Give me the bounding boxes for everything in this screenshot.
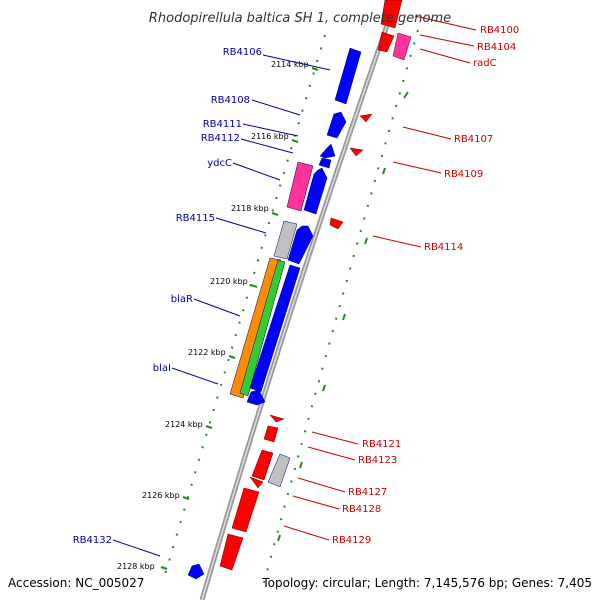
tick-label-2120: 2120 kbp xyxy=(210,277,248,286)
reverse-strand-features xyxy=(219,0,412,571)
forward-leader-lines xyxy=(112,54,331,557)
label-rb4129[interactable]: RB4129 xyxy=(332,535,371,546)
tick-ring-outer xyxy=(261,29,419,591)
label-rb4123[interactable]: RB4123 xyxy=(358,455,397,466)
label-radc[interactable]: radC xyxy=(473,58,497,69)
accession-text: Accession: NC_005027 xyxy=(8,576,144,590)
label-rb4128[interactable]: RB4128 xyxy=(342,504,381,515)
map-title: Rhodopirellula baltica SH 1, complete ge… xyxy=(149,11,451,26)
tick-marks xyxy=(160,67,319,570)
tick-label-2124: 2124 kbp xyxy=(165,420,203,429)
gene-rb4104[interactable] xyxy=(377,31,395,53)
gene-ydcc[interactable] xyxy=(286,161,314,212)
tick-label-2122: 2122 kbp xyxy=(188,348,226,357)
gene-radc[interactable] xyxy=(392,32,412,61)
gene-rb4107[interactable] xyxy=(359,113,373,123)
gene-rb4127b[interactable] xyxy=(249,476,264,489)
label-rb4111[interactable]: RB4111 xyxy=(203,119,242,130)
feature-grey-1[interactable] xyxy=(273,220,298,260)
label-rb4100[interactable]: RB4100 xyxy=(480,25,519,36)
label-rb4112[interactable]: RB4112 xyxy=(201,133,240,144)
gene-unlabeled-1[interactable] xyxy=(303,167,328,215)
tick-label-2116: 2116 kbp xyxy=(251,132,289,141)
feature-bla-orange[interactable] xyxy=(229,257,282,399)
gene-rb4129[interactable] xyxy=(219,533,244,571)
label-blar[interactable]: blaR xyxy=(171,294,193,305)
label-rb4121[interactable]: RB4121 xyxy=(362,439,401,450)
reverse-leader-lines xyxy=(283,15,477,541)
tick-label-2128: 2128 kbp xyxy=(117,562,155,571)
label-blai[interactable]: blaI xyxy=(153,363,171,374)
tick-label-2114: 2114 kbp xyxy=(271,60,309,69)
feature-grey-2[interactable] xyxy=(267,453,291,488)
gene-rb4112[interactable] xyxy=(318,157,332,169)
label-ydcc[interactable]: ydcC xyxy=(207,158,232,169)
label-rb4108[interactable]: RB4108 xyxy=(211,95,250,106)
gene-rb4111[interactable] xyxy=(319,143,336,159)
tick-label-2118: 2118 kbp xyxy=(231,204,269,213)
genome-backbone-highlight xyxy=(201,0,397,600)
gene-rb4132[interactable] xyxy=(187,563,205,580)
forward-strand-features xyxy=(187,47,362,580)
label-rb4104[interactable]: RB4104 xyxy=(477,42,516,53)
feature-bla-green[interactable] xyxy=(239,259,286,397)
gene-rb4114[interactable] xyxy=(329,217,344,230)
tick-label-2126: 2126 kbp xyxy=(142,491,180,500)
gene-rb4121[interactable] xyxy=(269,414,285,423)
label-rb4114[interactable]: RB4114 xyxy=(424,242,463,253)
topology-text: Topology: circular; Length: 7,145,576 bp… xyxy=(261,576,592,590)
label-rb4106[interactable]: RB4106 xyxy=(223,47,262,58)
tick-ring-outer-marks xyxy=(277,91,409,542)
gene-rb4109[interactable] xyxy=(349,147,364,157)
gene-rb4127[interactable] xyxy=(251,449,274,481)
gene-rb4123[interactable] xyxy=(263,425,279,443)
gene-rb4106[interactable] xyxy=(334,47,362,105)
gene-rb4115[interactable] xyxy=(287,225,314,265)
label-rb4132[interactable]: RB4132 xyxy=(73,535,112,546)
label-rb4115[interactable]: RB4115 xyxy=(176,213,215,224)
label-rb4109[interactable]: RB4109 xyxy=(444,169,483,180)
gene-blai[interactable] xyxy=(246,389,266,406)
gene-rb4128[interactable] xyxy=(231,487,260,533)
gene-rb4100[interactable] xyxy=(380,0,403,29)
label-rb4127[interactable]: RB4127 xyxy=(348,487,387,498)
gene-rb4108[interactable] xyxy=(326,111,347,139)
gene-blar[interactable] xyxy=(249,264,301,393)
label-rb4107[interactable]: RB4107 xyxy=(454,134,493,145)
